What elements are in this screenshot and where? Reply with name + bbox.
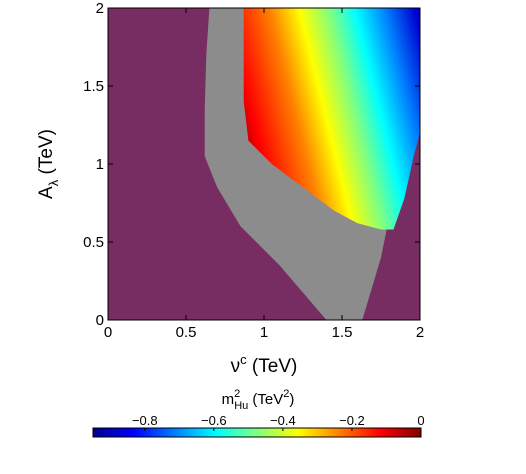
y-axis-label: Aλ (TeV): [36, 129, 61, 199]
colorbar-tick-label: −0.2: [339, 413, 365, 428]
colorbar-tick-label: 0: [417, 413, 424, 428]
colorbar-tick-label: −0.6: [201, 413, 227, 428]
colorbar-gradient: [92, 427, 422, 438]
y-tick-label: 1: [96, 156, 104, 173]
colorbar-ticks: −0.8 −0.6 −0.4 −0.2 0: [132, 413, 425, 431]
plot-area: [107, 7, 421, 321]
x-tick-label: 2: [416, 324, 424, 341]
y-tick-label: 0: [96, 312, 104, 329]
colorbar: m2 Hu (TeV2) −0.8 −0.6 −0.4 −0.2 0: [92, 388, 425, 438]
y-tick-label: 2: [96, 0, 104, 17]
colored-region: [243, 8, 420, 230]
colorbar-tick-label: −0.8: [132, 413, 158, 428]
x-tick-label: 1: [260, 324, 268, 341]
y-axis: 0 0.5 1 1.5 2: [83, 0, 420, 329]
y-tick-label: 0.5: [83, 234, 104, 251]
x-tick-label: 0: [104, 324, 112, 341]
colorbar-label: m2 Hu (TeV2): [222, 388, 295, 412]
x-axis-label: νc (TeV): [231, 352, 298, 377]
y-tick-label: 1.5: [83, 78, 104, 95]
x-axis: 0 0.5 1 1.5 2: [104, 8, 424, 341]
x-tick-label: 1.5: [332, 324, 353, 341]
x-tick-label: 0.5: [176, 324, 197, 341]
colorbar-tick-label: −0.4: [270, 413, 296, 428]
